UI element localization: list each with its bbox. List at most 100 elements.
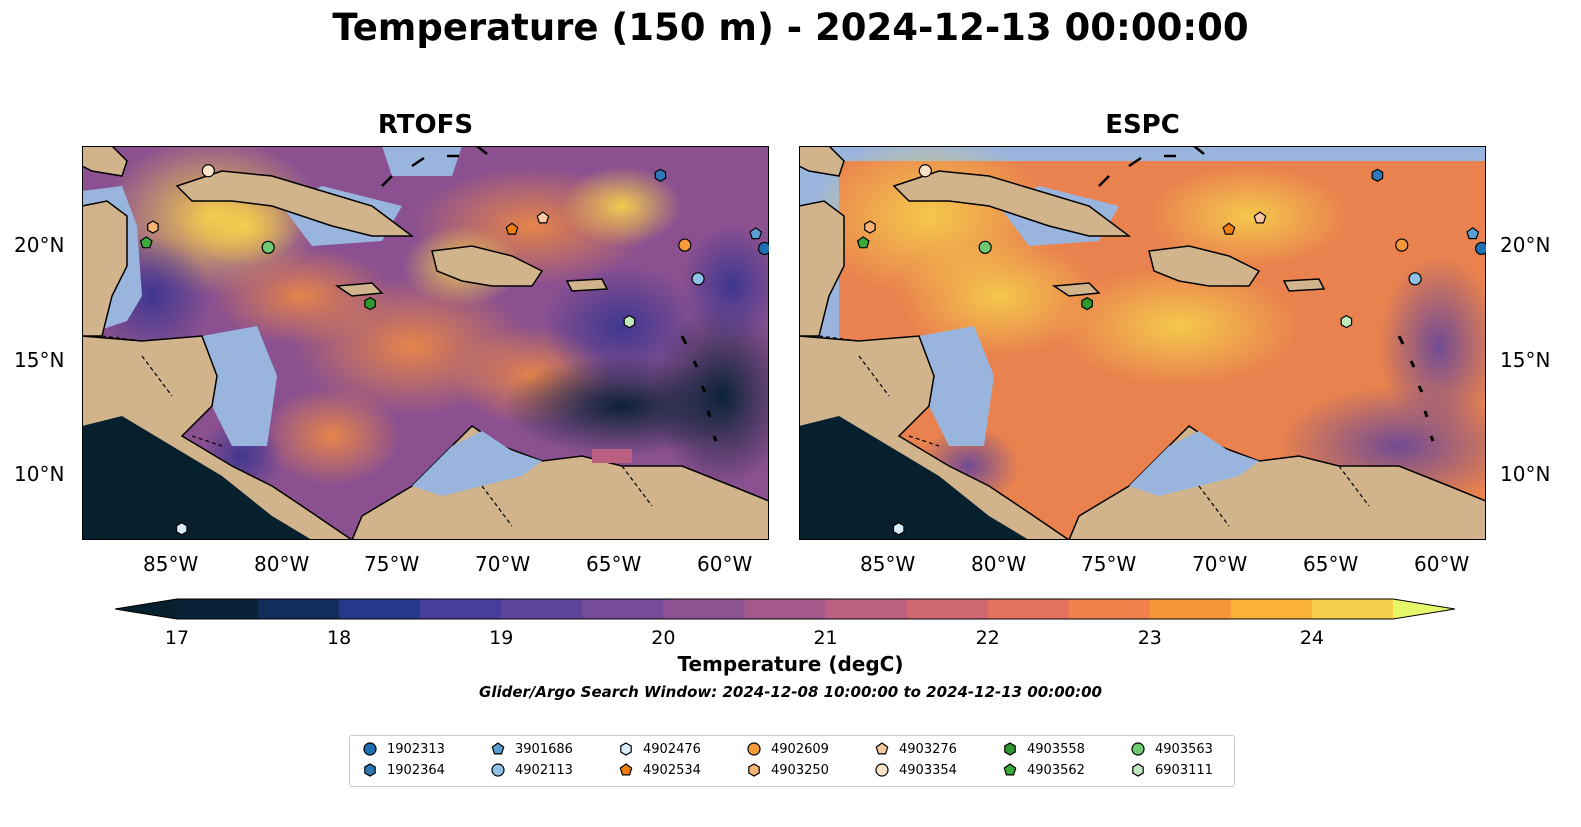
float-marker <box>691 272 705 286</box>
lat-tick-label-right: 20°N <box>1500 233 1551 257</box>
float-marker <box>978 240 992 254</box>
legend-label: 1902364 <box>387 762 445 778</box>
colorbar-segment <box>420 599 502 619</box>
search-window-text: Glider/Argo Search Window: 2024-12-08 10… <box>479 683 1102 701</box>
legend-label: 1902313 <box>387 741 445 757</box>
float-marker <box>505 222 519 235</box>
lat-tick-label: 20°N <box>14 233 65 257</box>
legend-label: 4903354 <box>899 762 957 778</box>
colorbar-segment <box>258 599 340 619</box>
float-marker <box>1081 296 1093 311</box>
colorbar-segment <box>1068 599 1151 619</box>
colorbar-tick-label: 23 <box>1137 627 1162 649</box>
legend-label: 4903276 <box>899 741 957 757</box>
float-marker <box>1222 222 1236 235</box>
colorbar-segment <box>501 599 583 619</box>
lon-tick-label: 75°W <box>1081 552 1137 576</box>
colorbar-tick-label: 17 <box>164 627 190 649</box>
legend-label: 4902534 <box>643 762 701 778</box>
float-marker <box>749 227 763 240</box>
hexagon-marker-icon <box>1004 742 1016 756</box>
colorbar-tick-label: 22 <box>975 627 1000 649</box>
colorbar-tick-label: 21 <box>813 627 838 649</box>
float-marker <box>757 241 769 256</box>
float-marker <box>1466 227 1480 240</box>
legend-item: 4902113 <box>490 760 573 780</box>
legend-item: 4903354 <box>874 760 957 780</box>
legend-label: 4903558 <box>1027 741 1085 757</box>
legend-item: 4902476 <box>618 739 701 759</box>
colorbar-segment <box>1311 599 1394 619</box>
lat-tick-label: 15°N <box>14 348 65 372</box>
legend-item: 4903276 <box>874 739 957 759</box>
float-marker <box>918 164 932 178</box>
colorbar-segment <box>1149 599 1232 619</box>
lon-tick-label: 75°W <box>364 552 420 576</box>
legend-item: 4903563 <box>1130 739 1213 759</box>
hexagon-marker-icon <box>364 763 376 777</box>
float-marker <box>1253 211 1267 224</box>
legend-item: 6903111 <box>1130 760 1213 780</box>
legend-item: 1902364 <box>362 760 445 780</box>
lon-tick-label: 60°W <box>1414 552 1470 576</box>
legend-item: 4902609 <box>746 739 829 759</box>
circle-marker-icon <box>747 742 761 756</box>
colorbar-segment <box>582 599 664 619</box>
lon-tick-label: 70°W <box>1192 552 1248 576</box>
lat-tick-label-right: 15°N <box>1500 348 1551 372</box>
float-marker <box>147 220 159 234</box>
pentagon-marker-icon <box>491 742 505 755</box>
float-marker <box>623 314 636 329</box>
pentagon-marker-icon <box>619 763 633 776</box>
legend-item: 4903250 <box>746 760 829 780</box>
legend-label: 4903250 <box>771 762 829 778</box>
float-marker <box>678 238 692 252</box>
float-marker <box>1371 168 1384 182</box>
figure-title: Temperature (150 m) - 2024-12-13 00:00:0… <box>332 6 1249 49</box>
colorbar-title: Temperature (degC) <box>677 652 904 676</box>
float-marker <box>175 522 188 536</box>
float-marker <box>1408 272 1422 286</box>
float-marker <box>536 211 550 224</box>
map-panel-rtofs <box>82 146 769 540</box>
float-marker <box>201 164 215 178</box>
colorbar-segment <box>825 599 908 619</box>
circle-marker-icon <box>1131 742 1145 756</box>
lat-tick-label: 10°N <box>14 462 65 486</box>
hexagon-marker-icon <box>1132 763 1144 777</box>
float-marker <box>364 296 376 311</box>
lon-tick-label: 65°W <box>586 552 642 576</box>
colorbar-tick-label: 20 <box>651 627 676 649</box>
colorbar-segment <box>744 599 827 619</box>
float-marker <box>654 168 667 182</box>
colorbar-tick-label: 18 <box>327 627 352 649</box>
colorbar-over-extension <box>1393 599 1455 619</box>
float-marker <box>864 220 876 234</box>
colorbar <box>115 598 1455 620</box>
lon-tick-label: 80°W <box>254 552 310 576</box>
panel-title-espc: ESPC <box>1105 110 1180 140</box>
float-marker <box>1395 238 1409 252</box>
legend-item: 1902313 <box>362 739 445 759</box>
hexagon-marker-icon <box>620 742 632 756</box>
legend-item: 4903558 <box>1002 739 1085 759</box>
circle-marker-icon <box>875 763 889 777</box>
legend-label: 4902113 <box>515 762 573 778</box>
colorbar-segment <box>987 599 1070 619</box>
float-marker <box>856 236 870 249</box>
lon-tick-label: 65°W <box>1303 552 1359 576</box>
panel-title-rtofs: RTOFS <box>377 110 474 140</box>
colorbar-segment <box>906 599 989 619</box>
legend-label: 4902609 <box>771 741 829 757</box>
lat-tick-label-right: 10°N <box>1500 462 1551 486</box>
map-panel-espc <box>799 146 1486 540</box>
colorbar-tick-label: 19 <box>489 627 514 649</box>
legend: 1902313 1902364 3901686 4902113 4902476 49025… <box>349 735 1235 787</box>
colorbar-segment <box>339 599 421 619</box>
lon-tick-label: 60°W <box>697 552 753 576</box>
legend-label: 4903563 <box>1155 741 1213 757</box>
colorbar-under-extension <box>115 599 177 619</box>
float-marker <box>892 522 905 536</box>
pentagon-marker-icon <box>875 742 889 755</box>
circle-marker-icon <box>491 763 505 777</box>
